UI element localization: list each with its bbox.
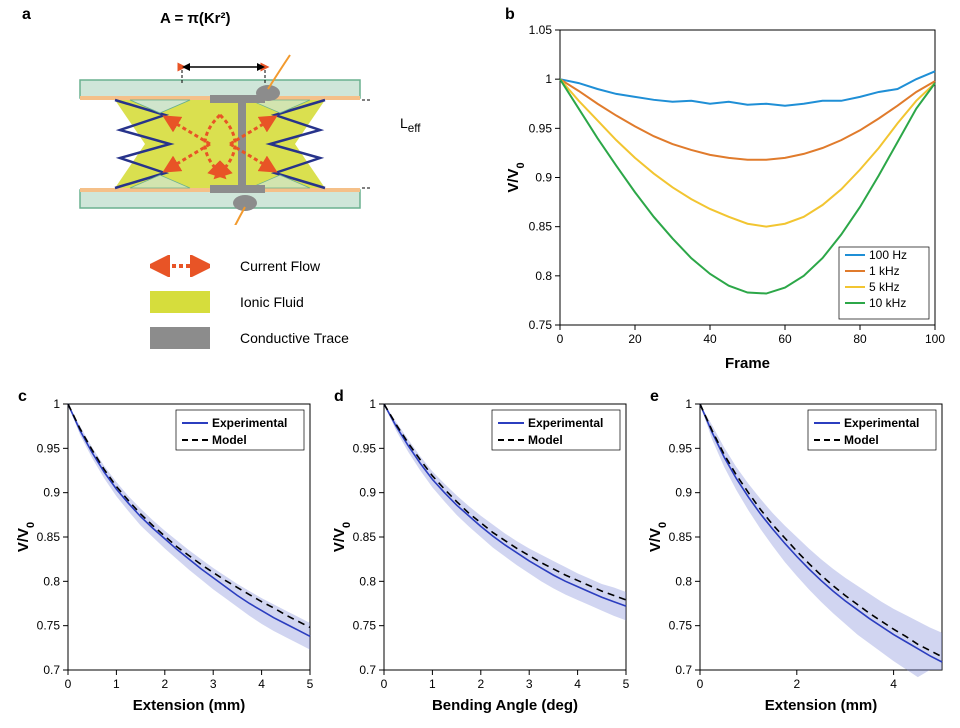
svg-text:20: 20 — [628, 332, 642, 346]
figure-root: a b c d e A = π(Kr²) Leff — [0, 0, 960, 728]
panel-c: 0 1 2 3 4 5 0.7 0.75 0.8 0.85 0.9 0.95 1 Extension (m… — [12, 390, 322, 720]
svg-text:0.85: 0.85 — [529, 220, 553, 234]
svg-text:0.9: 0.9 — [535, 171, 552, 185]
svg-text:Model: Model — [528, 433, 563, 447]
svg-text:V/V0: V/V0 — [505, 162, 527, 192]
svg-text:0.95: 0.95 — [353, 441, 377, 455]
svg-text:Experimental: Experimental — [844, 416, 919, 430]
svg-text:0.85: 0.85 — [37, 530, 61, 544]
svg-text:1: 1 — [429, 677, 436, 691]
conductive-trace-icon — [150, 327, 210, 349]
svg-text:0: 0 — [697, 677, 704, 691]
legend-current-flow: Current Flow — [150, 248, 349, 284]
svg-text:Experimental: Experimental — [212, 416, 287, 430]
svg-text:1: 1 — [545, 72, 552, 86]
svg-text:0.8: 0.8 — [675, 574, 692, 588]
svg-text:0.8: 0.8 — [535, 269, 552, 283]
svg-text:Model: Model — [212, 433, 247, 447]
svg-text:Model: Model — [844, 433, 879, 447]
svg-text:0.95: 0.95 — [669, 441, 693, 455]
panel-a-legend: Current Flow Ionic Fluid Conductive Trac… — [150, 248, 349, 356]
svg-text:0.9: 0.9 — [43, 486, 60, 500]
panel-a-schematic — [70, 45, 370, 225]
svg-text:0.7: 0.7 — [359, 663, 376, 677]
svg-text:1.05: 1.05 — [529, 23, 553, 37]
svg-text:Extension (mm): Extension (mm) — [765, 697, 878, 714]
svg-text:0: 0 — [381, 677, 388, 691]
svg-text:2: 2 — [161, 677, 168, 691]
svg-text:1 kHz: 1 kHz — [869, 264, 900, 278]
svg-text:1: 1 — [685, 397, 692, 411]
svg-text:Extension (mm): Extension (mm) — [133, 697, 246, 714]
svg-text:40: 40 — [703, 332, 717, 346]
panel-a: A = π(Kr²) Leff — [20, 10, 480, 380]
svg-text:0.75: 0.75 — [37, 619, 61, 633]
leff-label: Leff — [400, 115, 421, 135]
svg-text:0.95: 0.95 — [529, 121, 553, 135]
svg-text:0.9: 0.9 — [675, 486, 692, 500]
svg-text:0: 0 — [557, 332, 564, 346]
panel-a-formula: A = π(Kr²) — [160, 10, 231, 27]
svg-text:0.75: 0.75 — [669, 619, 693, 633]
svg-text:3: 3 — [210, 677, 217, 691]
svg-text:1: 1 — [113, 677, 120, 691]
svg-text:Bending Angle (deg): Bending Angle (deg) — [432, 697, 578, 714]
svg-text:60: 60 — [778, 332, 792, 346]
svg-text:0.7: 0.7 — [43, 663, 60, 677]
svg-text:80: 80 — [853, 332, 867, 346]
svg-text:1: 1 — [369, 397, 376, 411]
svg-text:V/V0: V/V0 — [647, 522, 669, 552]
svg-text:0.85: 0.85 — [669, 530, 693, 544]
legend-conductive-trace: Conductive Trace — [150, 320, 349, 356]
svg-text:10 kHz: 10 kHz — [869, 296, 906, 310]
panel-d: 0 1 2 3 4 5 0.7 0.75 0.8 0.85 0.9 0.95 1 Bending Angl… — [328, 390, 638, 720]
panel-d-chart: 0 1 2 3 4 5 0.7 0.75 0.8 0.85 0.9 0.95 1 Bending Angl… — [328, 390, 638, 720]
panel-b: 0 20 40 60 80 100 0.75 0.8 0.85 0.9 0.95 1 1.05 Frame… — [500, 10, 950, 380]
svg-text:5: 5 — [307, 677, 314, 691]
svg-text:5: 5 — [623, 677, 630, 691]
svg-text:5 kHz: 5 kHz — [869, 280, 900, 294]
svg-text:1: 1 — [53, 397, 60, 411]
legend-label: Conductive Trace — [240, 330, 349, 346]
legend-label: Ionic Fluid — [240, 294, 304, 310]
svg-text:100: 100 — [925, 332, 945, 346]
svg-text:2: 2 — [477, 677, 484, 691]
svg-text:Experimental: Experimental — [528, 416, 603, 430]
svg-text:0: 0 — [65, 677, 72, 691]
current-flow-icon — [150, 255, 210, 277]
panel-b-chart: 0 20 40 60 80 100 0.75 0.8 0.85 0.9 0.95 1 1.05 Frame… — [500, 10, 950, 380]
svg-text:3: 3 — [526, 677, 533, 691]
panel-c-chart: 0 1 2 3 4 5 0.7 0.75 0.8 0.85 0.9 0.95 1 Extension (m… — [12, 390, 322, 720]
legend-ionic-fluid: Ionic Fluid — [150, 284, 349, 320]
svg-text:4: 4 — [258, 677, 265, 691]
legend-label: Current Flow — [240, 258, 320, 274]
svg-text:Frame: Frame — [725, 355, 770, 372]
svg-text:0.9: 0.9 — [359, 486, 376, 500]
svg-text:V/V0: V/V0 — [15, 522, 37, 552]
svg-text:4: 4 — [890, 677, 897, 691]
svg-text:4: 4 — [574, 677, 581, 691]
panel-e: 0 2 4 0.7 0.75 0.8 0.85 0.9 0.95 1 Extension (mm) V… — [644, 390, 954, 720]
svg-text:0.85: 0.85 — [353, 530, 377, 544]
panel-e-chart: 0 2 4 0.7 0.75 0.8 0.85 0.9 0.95 1 Extension (mm) V… — [644, 390, 954, 720]
svg-text:2: 2 — [793, 677, 800, 691]
ionic-fluid-icon — [150, 291, 210, 313]
svg-text:0.8: 0.8 — [43, 574, 60, 588]
svg-text:0.7: 0.7 — [675, 663, 692, 677]
svg-text:100 Hz: 100 Hz — [869, 248, 907, 262]
svg-text:0.95: 0.95 — [37, 441, 61, 455]
svg-text:0.75: 0.75 — [529, 318, 553, 332]
svg-text:0.8: 0.8 — [359, 574, 376, 588]
svg-text:V/V0: V/V0 — [331, 522, 353, 552]
svg-text:0.75: 0.75 — [353, 619, 377, 633]
